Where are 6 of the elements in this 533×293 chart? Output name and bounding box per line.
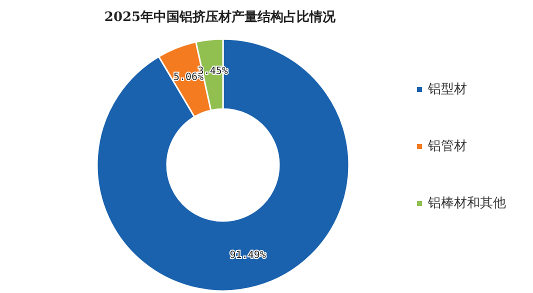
chart-title: 2025年中国铝挤压材产量结构占比情况 [104,9,337,25]
legend-label: 铝棒材和其他 [427,196,506,211]
data-label: 91.49% [230,250,266,262]
legend-label: 铝管材 [427,139,467,154]
legend-label: 铝型材 [427,82,467,97]
data-label: 5.06% [173,72,204,84]
